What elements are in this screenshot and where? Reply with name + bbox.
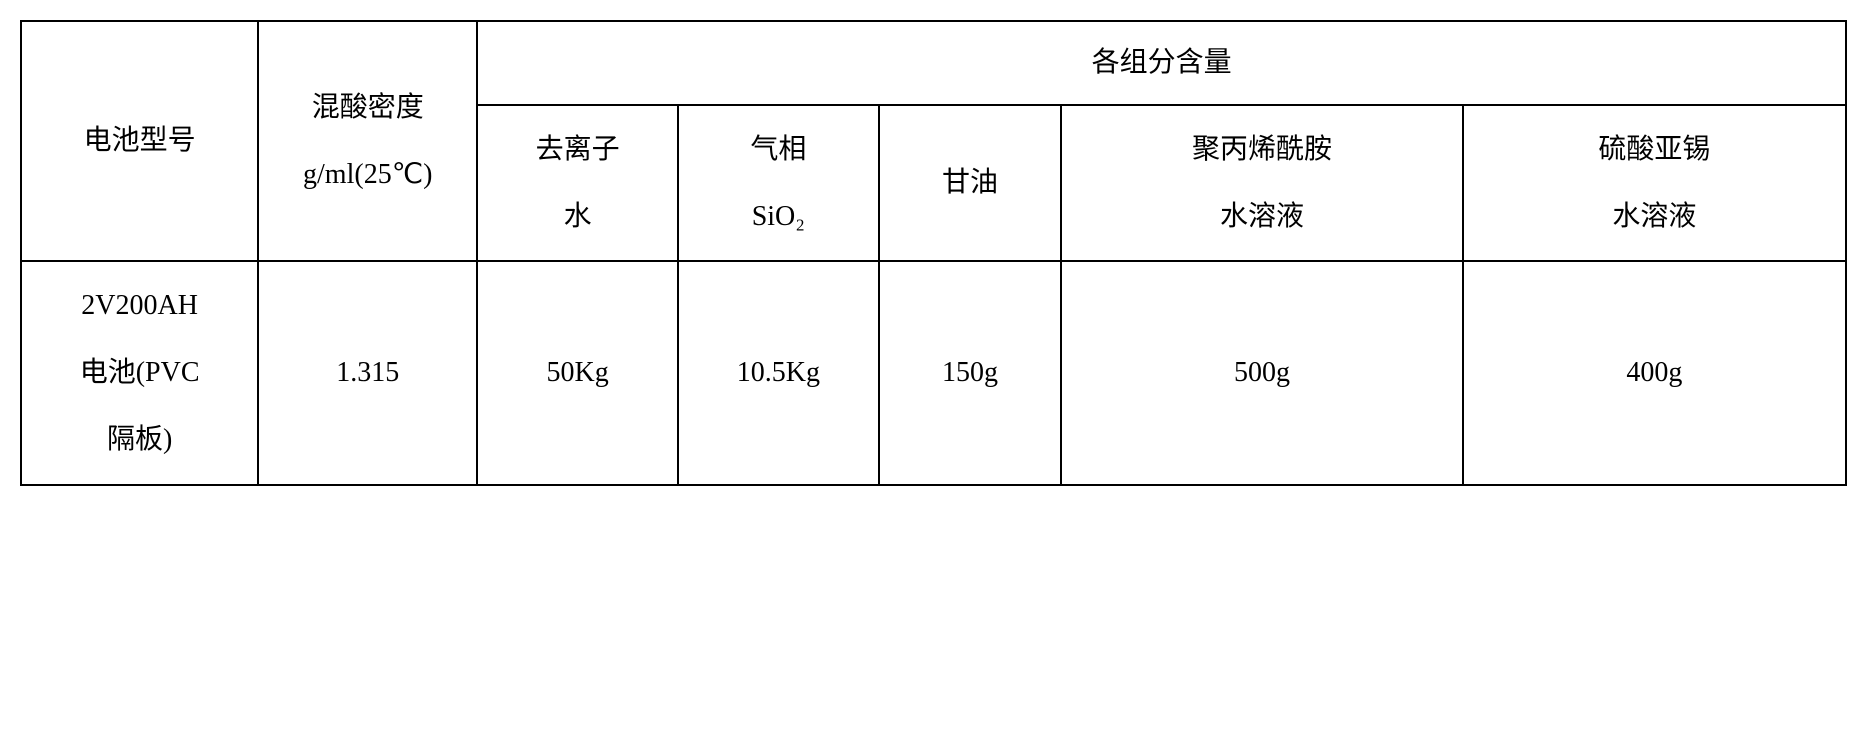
header-tin-sulfate: 硫酸亚锡 水溶液 <box>1463 105 1846 261</box>
cell-pam: 500g <box>1061 261 1463 485</box>
header-density-line2: g/ml(25℃) <box>303 159 432 190</box>
header-di-water-line2: 水 <box>564 201 592 232</box>
cell-battery-model: 2V200AH 电池(PVC 隔板) <box>21 261 258 485</box>
header-tin-line1: 硫酸亚锡 <box>1598 134 1710 165</box>
cell-pam-value: 500g <box>1234 357 1290 388</box>
cell-di-water: 50Kg <box>477 261 678 485</box>
table-container: 电池型号 混酸密度 g/ml(25℃) 各组分含量 去离子 水 气相 SiO₂ <box>20 20 1847 486</box>
header-density: 混酸密度 g/ml(25℃) <box>258 21 477 261</box>
cell-battery-model-line2: 电池(PVC <box>80 357 200 388</box>
header-sio2-line2: SiO₂ <box>752 201 805 232</box>
header-pam-line1: 聚丙烯酰胺 <box>1192 134 1332 165</box>
cell-glycerin: 150g <box>879 261 1062 485</box>
header-tin-line2: 水溶液 <box>1612 201 1696 232</box>
cell-density: 1.315 <box>258 261 477 485</box>
cell-battery-model-line1: 2V200AH <box>81 290 198 321</box>
header-components-title: 各组分含量 <box>477 21 1846 105</box>
header-pam-line2: 水溶液 <box>1220 201 1304 232</box>
cell-glycerin-value: 150g <box>942 357 998 388</box>
header-di-water-line1: 去离子 <box>536 134 620 165</box>
header-di-water: 去离子 水 <box>477 105 678 261</box>
header-components-title-text: 各组分含量 <box>1092 47 1232 78</box>
header-glycerin-text: 甘油 <box>942 167 998 198</box>
header-sio2-line1: 气相 <box>750 134 806 165</box>
cell-battery-model-line3: 隔板) <box>107 424 172 455</box>
header-glycerin: 甘油 <box>879 105 1062 261</box>
header-density-line1: 混酸密度 <box>312 92 424 123</box>
header-battery-model-text: 电池型号 <box>84 125 196 156</box>
header-pam: 聚丙烯酰胺 水溶液 <box>1061 105 1463 261</box>
header-battery-model: 电池型号 <box>21 21 258 261</box>
table-header-row-1: 电池型号 混酸密度 g/ml(25℃) 各组分含量 <box>21 21 1846 105</box>
cell-sio2-value: 10.5Kg <box>737 357 820 388</box>
cell-sio2: 10.5Kg <box>678 261 879 485</box>
battery-composition-table: 电池型号 混酸密度 g/ml(25℃) 各组分含量 去离子 水 气相 SiO₂ <box>20 20 1847 486</box>
cell-di-water-value: 50Kg <box>547 357 609 388</box>
header-sio2: 气相 SiO₂ <box>678 105 879 261</box>
cell-density-value: 1.315 <box>336 357 399 388</box>
table-data-row: 2V200AH 电池(PVC 隔板) 1.315 50Kg 10.5Kg 150… <box>21 261 1846 485</box>
cell-tin-sulfate: 400g <box>1463 261 1846 485</box>
cell-tin-sulfate-value: 400g <box>1626 357 1682 388</box>
